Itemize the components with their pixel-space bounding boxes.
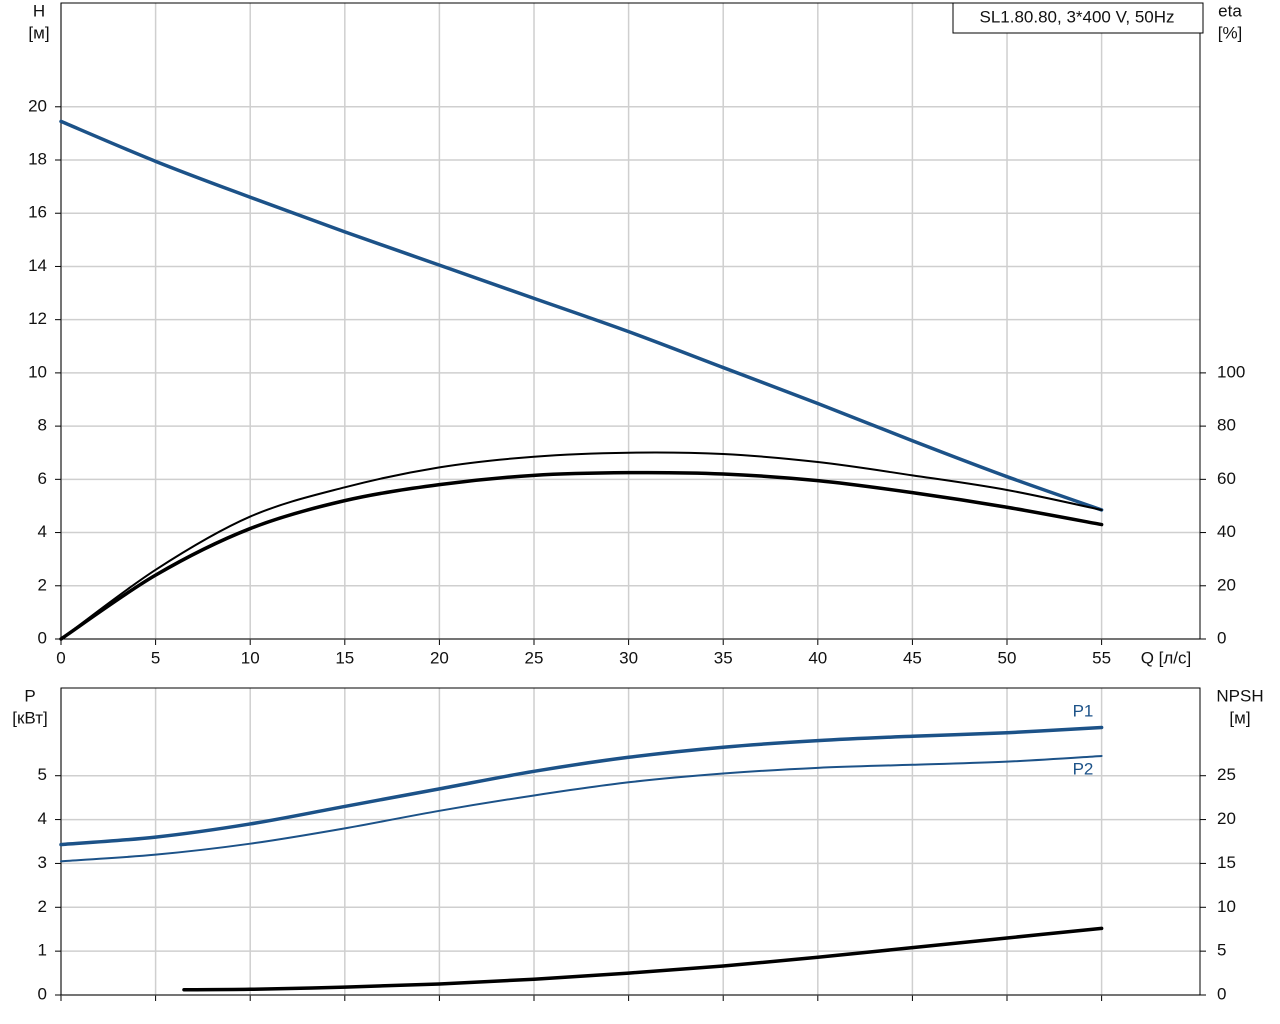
x-tick-label: 50 — [998, 648, 1017, 667]
y-tick-label: 1 — [38, 941, 47, 960]
plot-area — [61, 688, 1200, 995]
y2-tick-label: 20 — [1217, 809, 1236, 828]
plot-border — [60, 2, 1201, 640]
y2-tick-label: 0 — [1217, 984, 1226, 1003]
curve — [60, 451, 1103, 640]
x-tick-label: 35 — [714, 648, 733, 667]
y-tick-label: 0 — [38, 984, 47, 1003]
y-tick-label: 2 — [38, 575, 47, 594]
y-tick-label: 4 — [38, 522, 47, 541]
y2-axis-label: [%] — [1218, 23, 1243, 42]
x-tick-label: 30 — [619, 648, 638, 667]
series-label: P1 — [1073, 701, 1094, 720]
curve — [59, 470, 1104, 641]
curve — [59, 119, 1104, 512]
y-tick-label: 4 — [38, 809, 47, 828]
plot-area — [61, 3, 1200, 639]
y-tick-label: 0 — [38, 628, 47, 647]
y2-tick-label: 25 — [1217, 765, 1236, 784]
y-tick-label: 20 — [28, 96, 47, 115]
y-tick-label: 2 — [38, 897, 47, 916]
y-tick-label: 8 — [38, 416, 47, 435]
y2-axis-label: [м] — [1229, 708, 1250, 727]
x-tick-label: 45 — [903, 648, 922, 667]
curve — [60, 754, 1103, 863]
x-tick-label: 15 — [335, 648, 354, 667]
x-tick-label: 0 — [56, 648, 65, 667]
y-tick-label: 16 — [28, 203, 47, 222]
y-tick-label: 3 — [38, 853, 47, 872]
curve — [182, 926, 1104, 992]
x-axis-label: Q [л/с] — [1141, 648, 1192, 667]
x-tick-label: 25 — [525, 648, 544, 667]
title-box — [952, 2, 1204, 34]
y2-axis-label: NPSH — [1216, 686, 1263, 705]
x-tick-label: 40 — [808, 648, 827, 667]
y2-axis-label: eta — [1218, 1, 1242, 20]
y2-tick-label: 100 — [1217, 362, 1245, 381]
y2-tick-label: 0 — [1217, 628, 1226, 647]
y2-tick-label: 40 — [1217, 522, 1236, 541]
y2-tick-label: 80 — [1217, 416, 1236, 435]
y2-tick-label: 10 — [1217, 897, 1236, 916]
y-tick-label: 6 — [38, 469, 47, 488]
y-tick-label: 5 — [38, 765, 47, 784]
y-tick-label: 10 — [28, 362, 47, 381]
y-axis-label: P — [24, 686, 35, 705]
x-tick-label: 55 — [1092, 648, 1111, 667]
x-tick-label: 10 — [241, 648, 260, 667]
y2-tick-label: 20 — [1217, 575, 1236, 594]
y2-tick-label: 15 — [1217, 853, 1236, 872]
x-tick-label: 5 — [151, 648, 160, 667]
y-tick-label: 18 — [28, 149, 47, 168]
x-tick-label: 20 — [430, 648, 449, 667]
y-axis-label: [кВт] — [12, 708, 47, 727]
y-axis-label: [м] — [28, 23, 49, 42]
plot-border — [60, 687, 1201, 996]
y2-tick-label: 5 — [1217, 941, 1226, 960]
chart-title: SL1.80.80, 3*400 V, 50Hz — [979, 7, 1174, 26]
y2-tick-label: 60 — [1217, 469, 1236, 488]
y-tick-label: 12 — [28, 309, 47, 328]
y-tick-label: 14 — [28, 256, 47, 275]
curve — [59, 725, 1104, 847]
series-label: P2 — [1073, 759, 1094, 778]
y-axis-label: H — [33, 1, 45, 20]
